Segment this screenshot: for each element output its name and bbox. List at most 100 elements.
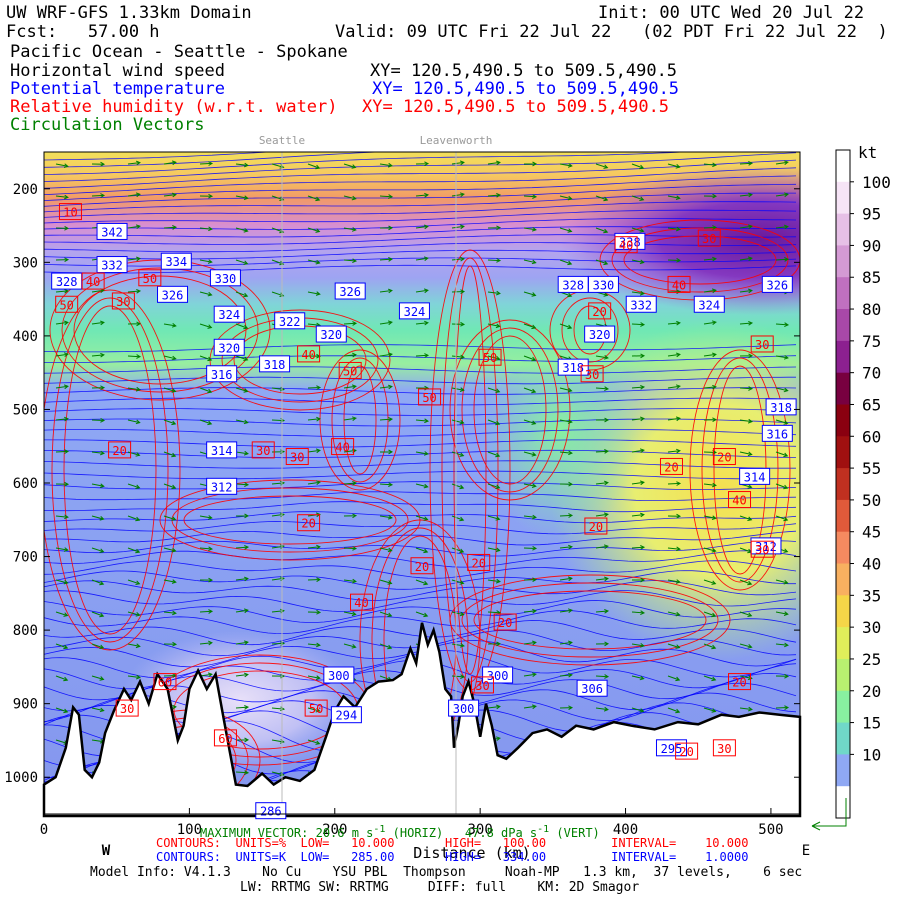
colorbar-label: 70: [862, 364, 881, 383]
circulation-vector: [163, 641, 178, 647]
colorbar-label: 10: [862, 745, 881, 764]
circulation-vector: [451, 256, 465, 262]
rh-label-box: [108, 441, 132, 459]
circulation-vector: [91, 193, 106, 198]
circulation-vector: [775, 579, 789, 585]
theta-label-box: [587, 275, 619, 293]
circulation-vector: [91, 352, 105, 358]
circulation-vector: [559, 640, 573, 646]
circulation-vector: [55, 384, 69, 390]
colorbar-swatch: [836, 627, 850, 660]
rh-label: 20: [498, 616, 512, 630]
theta-label: 316: [766, 427, 788, 441]
rh-label: 30: [755, 543, 769, 557]
theta-label: 326: [162, 288, 184, 302]
circulation-vector: [487, 387, 501, 393]
colorbar-label: 15: [862, 714, 881, 733]
circulation-vector: [379, 515, 393, 520]
rh-label-box: [111, 292, 135, 310]
theta-label: 326: [339, 285, 361, 299]
rh-label-box: [350, 593, 374, 611]
circulation-vector: [163, 547, 177, 553]
rh-label-box: [667, 275, 691, 293]
circulation-vector: [595, 706, 609, 712]
rh-label: 40: [619, 239, 633, 253]
theta-label: 328: [56, 275, 78, 289]
colorbar-frame: [835, 149, 851, 819]
circulation-vector: [379, 194, 394, 199]
theta-label-box: [213, 305, 245, 323]
circulation-vector: [487, 419, 501, 426]
circulation-vector: [487, 258, 502, 263]
theta-label: 300: [487, 669, 509, 683]
rh-label: 30: [755, 338, 769, 352]
colorbar-label: 25: [862, 650, 881, 669]
circulation-vector: [127, 515, 141, 522]
theta-label-box: [693, 295, 725, 313]
circulation-vector: [487, 160, 501, 166]
circulation-vector: [415, 579, 429, 586]
circulation-vector: [703, 547, 717, 553]
x-tick-label: 400: [613, 822, 638, 838]
circulation-vector: [703, 193, 718, 199]
circulation-vector: [55, 514, 69, 520]
circulation-vector: [235, 419, 249, 425]
circulation-vector: [415, 192, 430, 198]
circulation-vector: [127, 611, 141, 617]
circulation-vector: [415, 451, 429, 456]
circulation-vector: [415, 611, 429, 618]
circulation-vector: [235, 545, 250, 550]
circulation-vector: [55, 320, 69, 326]
rh-label-box: [331, 438, 355, 456]
rh-label: 50: [483, 351, 497, 365]
circulation-vector: [595, 512, 609, 518]
circulation-vector: [91, 579, 105, 586]
circulation-vector: [559, 513, 574, 518]
circulation-vector: [163, 192, 177, 198]
circulation-vector: [631, 163, 645, 170]
circulation-vector: [559, 481, 574, 487]
circulation-vector: [55, 194, 69, 200]
circulation-vector: [775, 705, 790, 711]
circulation-vector: [127, 386, 141, 392]
circulation-vector: [91, 161, 106, 167]
circulation-vector: [307, 416, 321, 422]
circulation-vector: [307, 259, 321, 265]
rh-label-box: [659, 457, 683, 475]
circulation-vector: [451, 192, 465, 197]
theta-label-box: [274, 312, 306, 330]
rh-label: 10: [63, 206, 77, 220]
circulation-vector: [127, 192, 141, 198]
circulation-vector: [199, 672, 213, 678]
colorbar-swatch: [836, 404, 850, 437]
rh-label-box: [614, 236, 638, 254]
theta-label: 312: [755, 540, 777, 554]
rh-label-box: [213, 729, 237, 747]
colorbar-label: 65: [862, 395, 881, 414]
circulation-vector: [523, 355, 537, 362]
rh-label-box: [478, 348, 502, 366]
circulation-vector: [415, 224, 429, 230]
theta-label-box: [255, 802, 287, 820]
contours-theta-info: CONTOURS: UNITS=K LOW= 285.00 HIGH= 334.…: [156, 850, 749, 864]
theta-label: 330: [593, 278, 615, 292]
circulation-vector: [55, 163, 69, 168]
y-tick-label: 500: [13, 402, 38, 418]
circulation-vector: [199, 577, 214, 583]
circulation-vector: [55, 225, 70, 231]
circulation-vector: [775, 611, 789, 616]
circulation-vector: [523, 545, 538, 551]
circulation-vector: [595, 259, 609, 266]
circulation-vector: [739, 288, 753, 294]
circulation-vector: [163, 323, 177, 328]
circulation-vector: [91, 515, 105, 521]
circulation-vector: [235, 640, 249, 646]
theta-label: 318: [562, 361, 584, 375]
circulation-vector: [343, 416, 357, 421]
circulation-vector: [307, 163, 321, 170]
colorbar-label: 30: [862, 618, 881, 637]
rh-label: 20: [592, 305, 606, 319]
circulation-vector: [199, 323, 213, 329]
rh-label-box: [712, 739, 736, 757]
